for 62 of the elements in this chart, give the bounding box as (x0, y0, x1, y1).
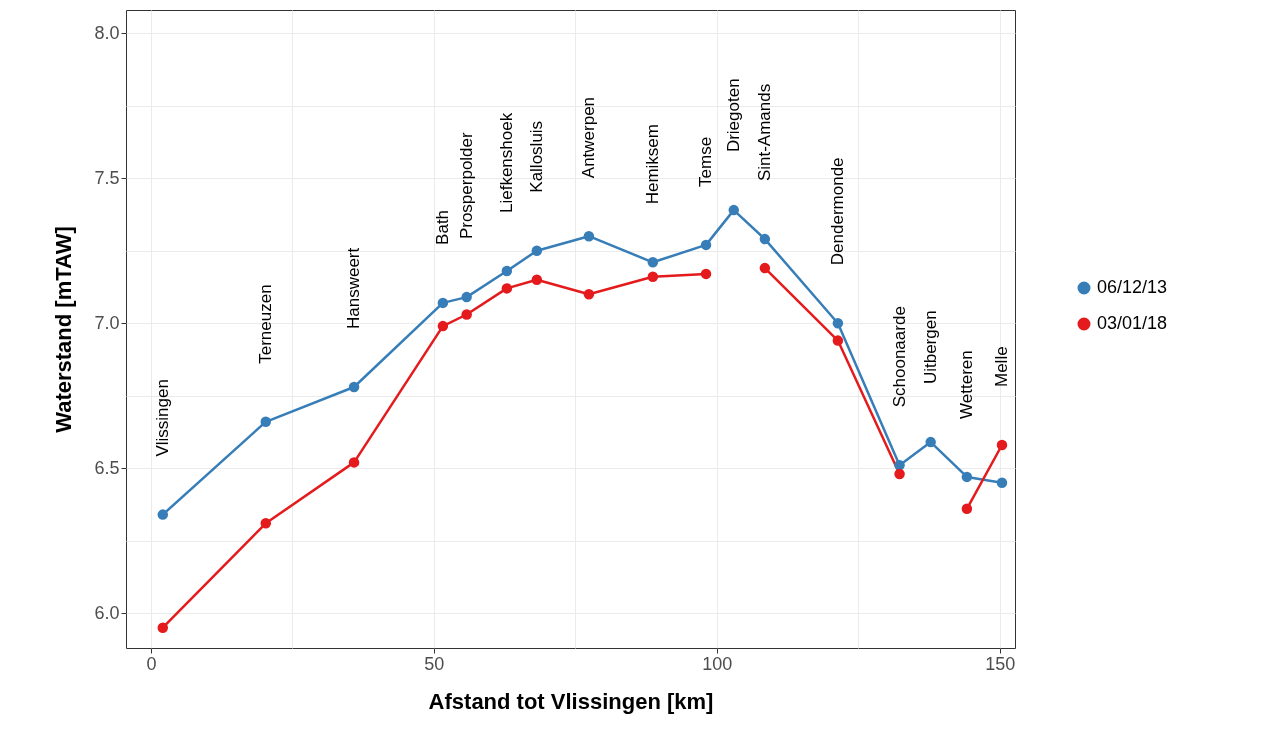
point (501, 265, 513, 277)
annotation: Wetteren (956, 350, 976, 419)
point (461, 291, 472, 303)
point (894, 468, 905, 480)
annotation: Liefkenshoek (496, 112, 516, 213)
annotation: Dendermonde (827, 157, 847, 266)
point (437, 320, 449, 332)
annotation: Driegoten (723, 78, 743, 153)
y-tick-label: 7.5 (94, 167, 120, 188)
annotation: Sint-Amands (754, 83, 774, 182)
point (531, 274, 543, 285)
legend-label: 03/01/18 (1097, 313, 1168, 333)
annotation: Schoonaarde (889, 306, 909, 408)
x-tick-label: 100 (702, 653, 733, 674)
point (583, 230, 595, 242)
annotation: Vlissingen (152, 379, 172, 457)
point (157, 622, 169, 633)
annotation: Bath (432, 209, 452, 245)
point (728, 204, 739, 216)
y-tick-label: 8.0 (94, 22, 120, 43)
x-tick-label: 150 (985, 653, 1016, 674)
annotation: Melle (991, 346, 1011, 387)
annotation: Prosperpolder (456, 131, 476, 240)
point (759, 262, 771, 274)
y-axis-title: Waterstand [mTAW] (51, 226, 77, 433)
annotation: Hemiksem (642, 124, 662, 205)
legend-label: 06/12/13 (1097, 277, 1168, 297)
y-tick-label: 6.0 (94, 602, 120, 623)
point (647, 271, 659, 283)
point (501, 283, 513, 294)
point (583, 288, 595, 300)
point (894, 460, 905, 471)
x-tick-label: 50 (424, 653, 445, 674)
point (461, 309, 472, 320)
point (961, 503, 973, 515)
annotation: Terneuzen (255, 284, 275, 364)
point (961, 471, 973, 483)
annotation: Hansweert (344, 247, 364, 329)
point (700, 268, 712, 280)
annotation: Uitbergen (920, 310, 940, 385)
point (700, 239, 712, 251)
point (996, 439, 1008, 451)
point (832, 335, 844, 346)
y-tick-label: 7.0 (94, 312, 120, 333)
point (531, 245, 543, 256)
point (260, 518, 272, 529)
annotation: Temse (696, 136, 716, 187)
x-axis-title: Afstand tot Vlissingen [km] (428, 688, 714, 714)
x-tick-label: 0 (146, 653, 157, 674)
y-tick-label: 6.5 (94, 457, 120, 478)
point (348, 457, 360, 468)
point (647, 257, 659, 268)
point (996, 477, 1008, 488)
annotation: Antwerpen (578, 96, 598, 179)
annotation: Kallosluis (526, 120, 546, 193)
point (157, 509, 169, 520)
point (348, 381, 360, 393)
point (437, 297, 449, 309)
point (759, 233, 771, 245)
point (925, 436, 936, 448)
point (260, 416, 272, 428)
point (832, 317, 844, 329)
